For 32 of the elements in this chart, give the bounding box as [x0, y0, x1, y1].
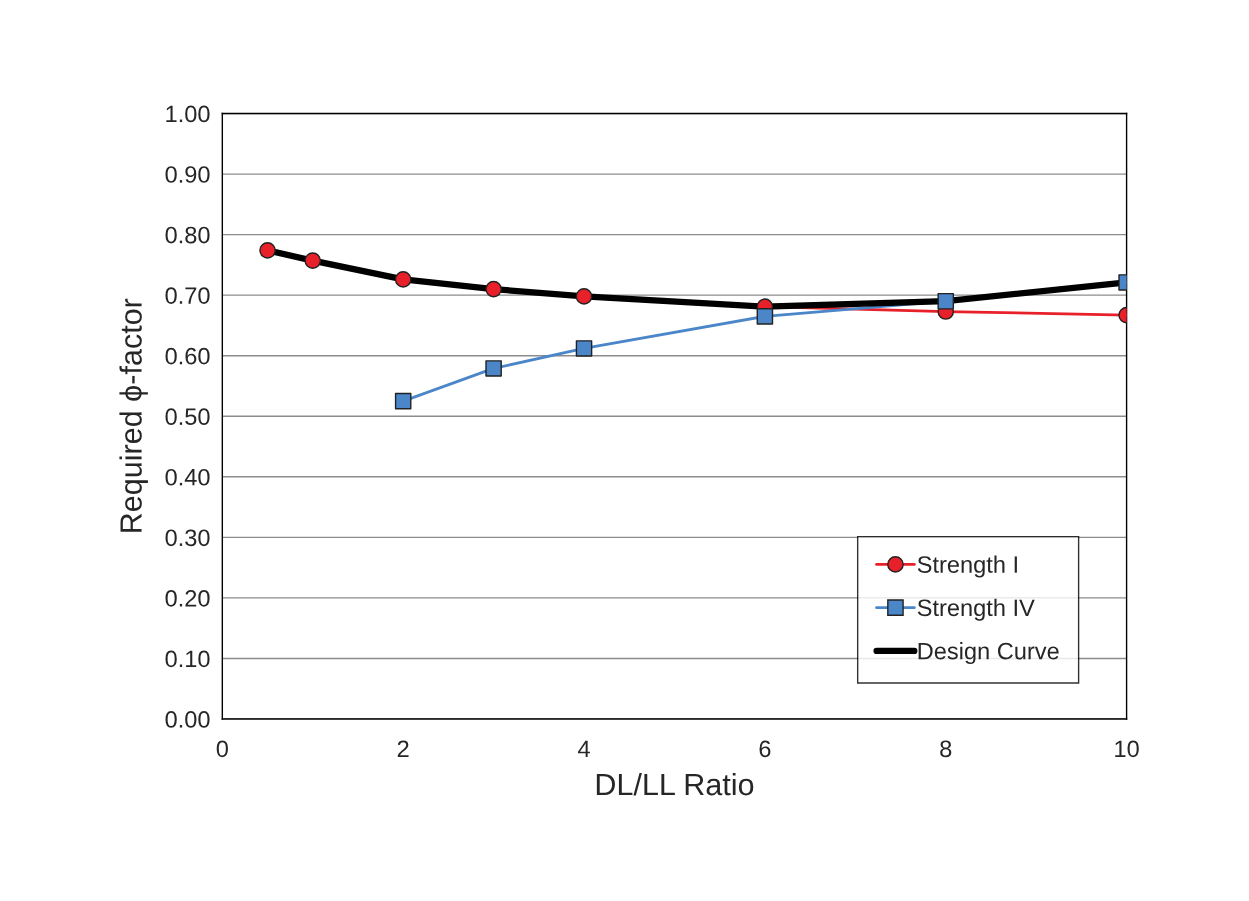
point	[756, 308, 774, 325]
y-tick-label: 1.00	[166, 105, 210, 123]
legend-label: Strength IV	[917, 598, 1035, 621]
x-tick-label: 4	[578, 740, 590, 757]
legend-label: Design Curve	[918, 642, 1059, 665]
y-tick-label: 0.40	[165, 468, 210, 486]
y-axis-title: Required ϕ-factor	[119, 298, 148, 532]
point	[304, 252, 322, 269]
point	[394, 392, 412, 410]
y-tick-label: 0.90	[165, 166, 210, 183]
point	[394, 271, 412, 288]
point	[937, 292, 955, 310]
x-tick-label: 2	[397, 740, 409, 757]
y-tick-label: 0.60	[165, 347, 210, 365]
point	[485, 360, 502, 377]
y-tick-label: 0.00	[165, 711, 210, 728]
point	[575, 340, 593, 357]
x-tick-label: 6	[759, 740, 771, 758]
x-tick-label: 0	[216, 740, 228, 758]
y-tick-label: 0.80	[165, 226, 210, 244]
x-tick-label: 8	[940, 740, 952, 758]
point	[575, 288, 593, 305]
x-axis-title: DL/LL Ratio	[596, 772, 754, 796]
x-tick-label: 10	[1115, 740, 1139, 758]
point	[485, 280, 502, 298]
y-tick-label: 0.70	[165, 287, 210, 304]
y-tick-label: 0.30	[165, 529, 210, 547]
legend-label: Strength I	[917, 555, 1017, 578]
y-tick-label: 0.10	[165, 650, 210, 668]
y-tick-label: 0.50	[165, 408, 210, 426]
y-tick-label: 0.20	[165, 589, 210, 607]
point	[259, 242, 276, 259]
